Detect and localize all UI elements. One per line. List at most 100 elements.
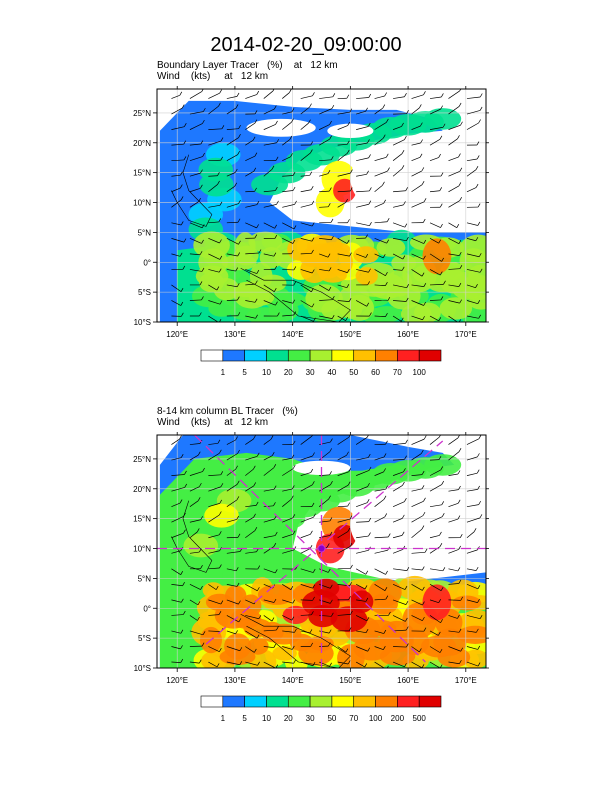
- wind-barb: [300, 269, 313, 274]
- wind-barb: [337, 111, 350, 115]
- wind-barb: [245, 269, 257, 274]
- wind-barb: [448, 518, 459, 523]
- wind-barb-flag: [405, 617, 408, 622]
- x-tick-label: 130°E: [224, 330, 246, 339]
- wind-barb: [466, 438, 480, 445]
- wind-barb-flag: [347, 268, 350, 273]
- wind-barb: [208, 184, 218, 193]
- colorbar-box: [375, 695, 398, 708]
- wind-barb: [208, 269, 220, 273]
- wind-barb-flag: [383, 629, 387, 634]
- wind-barb-flag: [365, 597, 369, 602]
- wind-barb-flag: [441, 512, 445, 517]
- colorbar-label: 5: [242, 714, 247, 723]
- wind-barb-flag: [477, 645, 481, 650]
- wind-barb-flag: [421, 566, 425, 571]
- wind-barb: [411, 184, 423, 193]
- x-tick-label: 160°E: [397, 676, 419, 685]
- wind-barb: [392, 471, 404, 476]
- wind-barb-flag: [404, 455, 407, 460]
- wind-barb-flag: [220, 156, 224, 161]
- wind-barb: [337, 315, 346, 321]
- wind-barb-flag: [218, 531, 222, 536]
- wind-barb: [429, 484, 442, 492]
- wind-barb-flag: [216, 286, 220, 291]
- wind-barb: [263, 438, 272, 445]
- wind-barb: [208, 514, 220, 523]
- wind-barb: [337, 505, 348, 508]
- x-tick-label: 170°E: [455, 330, 477, 339]
- wind-barb: [300, 548, 311, 554]
- wind-barb-flag: [238, 240, 241, 245]
- wind-barb: [245, 551, 257, 554]
- wind-barb: [448, 300, 460, 304]
- wind-barb-flag: [385, 570, 388, 575]
- wind-barb: [374, 536, 389, 539]
- wind-barb-flag: [479, 514, 483, 519]
- wind-barb-flag: [311, 303, 315, 308]
- wind-barb: [356, 549, 369, 554]
- wind-barb-flag: [197, 616, 200, 621]
- wind-barb: [466, 284, 476, 289]
- wind-barb-flag: [215, 585, 219, 590]
- wind-barb-flag: [330, 218, 334, 223]
- wind-barb: [189, 143, 201, 146]
- wind-barb-flag: [329, 448, 333, 453]
- wind-barb-flag: [383, 453, 387, 458]
- wind-barb: [208, 486, 222, 492]
- wind-barb-flag: [332, 93, 336, 98]
- wind-barb: [356, 173, 367, 177]
- wind-barb: [356, 457, 369, 461]
- wind-barb-flag: [458, 182, 462, 187]
- wind-barb-flag: [477, 221, 481, 226]
- wind-barb-flag: [405, 297, 409, 302]
- colorbar-box: [375, 349, 398, 362]
- colorbar-box: [266, 349, 289, 362]
- wind-barb: [337, 614, 351, 616]
- wind-barb: [429, 253, 442, 262]
- wind-barb-flag: [273, 287, 277, 292]
- y-tick-label: 5°N: [138, 228, 152, 237]
- wind-barb: [226, 172, 236, 177]
- wind-barb: [466, 531, 475, 539]
- wind-barb-flag: [421, 167, 425, 172]
- wind-barb-flag: [441, 93, 444, 98]
- wind-barb-flag: [385, 595, 389, 600]
- wind-barb: [337, 172, 351, 177]
- wind-barb-flag: [181, 104, 185, 109]
- wind-barb: [466, 630, 477, 633]
- tracer-cell: [271, 292, 306, 307]
- wind-barb: [300, 568, 314, 573]
- wind-barb: [189, 584, 201, 590]
- wind-barb-flag: [273, 464, 277, 468]
- wind-barb-flag: [367, 453, 371, 458]
- wind-barb: [374, 516, 385, 523]
- wind-barb-flag: [347, 481, 351, 486]
- wind-barb: [263, 661, 276, 668]
- tracer-cell: [272, 646, 297, 661]
- wind-barb: [466, 549, 478, 554]
- wind-barb: [374, 630, 384, 634]
- wind-barb-flag: [440, 586, 444, 591]
- wind-barb-flag: [346, 140, 350, 145]
- x-tick-label: 160°E: [397, 330, 419, 339]
- y-tick-label: 10°S: [134, 664, 151, 673]
- wind-barb-flag: [256, 200, 260, 205]
- wind-barb-flag: [347, 502, 350, 507]
- wind-barb: [374, 156, 387, 162]
- wind-barb-flag: [219, 564, 222, 569]
- wind-barb: [374, 107, 384, 115]
- wind-barb-flag: [292, 186, 296, 191]
- wind-barb-flag: [421, 181, 425, 185]
- wind-barb: [466, 646, 478, 650]
- wind-barb-flag: [276, 139, 280, 143]
- wind-barb: [226, 154, 238, 161]
- wind-barb-flag: [197, 601, 201, 606]
- wind-barb-flag: [421, 449, 424, 454]
- wind-barb: [374, 202, 384, 208]
- wind-barb: [189, 454, 199, 461]
- wind-barb: [374, 238, 387, 244]
- clear-region: [419, 482, 486, 567]
- wind-barb: [208, 599, 222, 605]
- tracer-cell: [240, 594, 262, 618]
